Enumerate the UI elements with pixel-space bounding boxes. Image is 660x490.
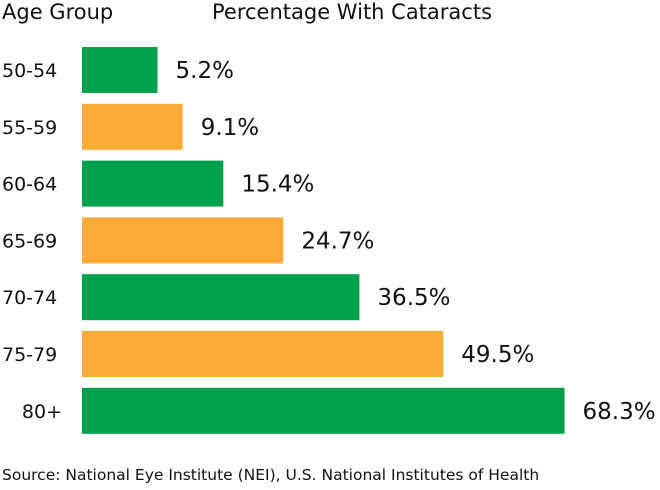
category-label: 60-64 <box>2 174 57 196</box>
bar-70-74 <box>82 274 360 321</box>
value-label: 5.2% <box>176 58 234 84</box>
category-label: 80+ <box>22 401 62 423</box>
header-percentage: Percentage With Cataracts <box>212 0 493 24</box>
header-age-group: Age Group <box>2 0 114 24</box>
category-label: 75-79 <box>2 344 57 366</box>
bar-65-69 <box>82 217 284 264</box>
value-label: 68.3% <box>583 399 656 425</box>
source-note: Source: National Eye Institute (NEI), U.… <box>2 466 540 484</box>
bar-60-64 <box>82 160 224 207</box>
value-label: 24.7% <box>301 228 374 254</box>
value-label: 49.5% <box>461 342 534 368</box>
category-label: 55-59 <box>2 117 57 139</box>
bar-75-79 <box>82 331 444 377</box>
category-label: 70-74 <box>2 287 57 309</box>
bar-55-59 <box>82 103 183 150</box>
bar-chart: 50-54 5.2% 55-59 9.1% 60-64 15.4% 65-69 24.7% 70… <box>2 47 656 434</box>
bar-50-54 <box>82 47 158 93</box>
value-label: 9.1% <box>201 115 259 141</box>
category-label: 65-69 <box>2 230 57 252</box>
value-label: 15.4% <box>241 172 314 198</box>
bar-80+ <box>82 387 565 434</box>
value-label: 36.5% <box>377 285 450 311</box>
category-label: 50-54 <box>2 60 57 82</box>
